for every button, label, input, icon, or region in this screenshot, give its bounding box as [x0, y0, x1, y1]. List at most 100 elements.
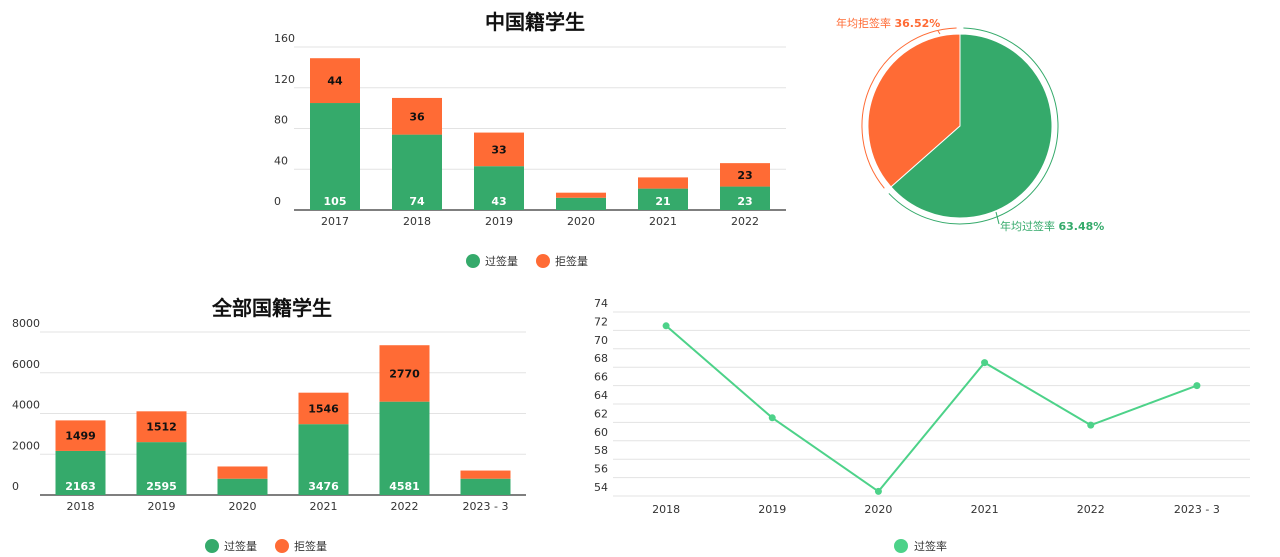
- data-label: 44: [327, 75, 343, 88]
- x-tick-label: 2020: [229, 500, 257, 513]
- bar-pass: [310, 103, 360, 210]
- data-label: 1512: [146, 421, 177, 434]
- x-tick-label: 2019: [148, 500, 176, 513]
- legend-label: 过签率: [914, 539, 947, 553]
- y-tick-label: 70: [594, 334, 608, 347]
- x-tick-label: 2018: [652, 503, 680, 516]
- pie-leader: [995, 211, 1000, 225]
- y-tick-label: 66: [594, 371, 608, 384]
- y-tick-label: 62: [594, 407, 608, 420]
- data-point: [1193, 382, 1201, 390]
- x-tick-label: 2022: [391, 500, 419, 513]
- x-tick-label: 2023 - 3: [1174, 503, 1220, 516]
- chart-title: 全部国籍学生: [211, 296, 332, 320]
- y-tick-label: 60: [594, 426, 608, 439]
- pie-slice-reject: [867, 33, 961, 188]
- bar-pass: [55, 450, 106, 495]
- legend-marker: [205, 539, 219, 553]
- x-tick-label: 2018: [67, 500, 95, 513]
- data-point: [874, 487, 882, 495]
- chart-chinese-students: 中国籍学生 0 40 80 120 160 2017 105 44 2018 74 36 2019 43 3…: [274, 10, 786, 268]
- y-tick-label: 6000: [12, 358, 40, 371]
- x-tick-label: 2017: [321, 215, 349, 228]
- y-tick-label: 40: [274, 154, 288, 167]
- bar-reject: [55, 420, 106, 451]
- bar-reject: [474, 132, 524, 167]
- bar-reject: [298, 392, 349, 425]
- data-label: 2163: [65, 480, 96, 493]
- x-tick-label: 2020: [567, 215, 595, 228]
- bar-pass: [638, 188, 688, 210]
- x-tick-label: 2022: [731, 215, 759, 228]
- x-tick-label: 2021: [971, 503, 999, 516]
- legend-label: 过签量: [224, 539, 257, 553]
- x-tick-label: 2021: [310, 500, 338, 513]
- y-tick-label: 72: [594, 315, 608, 328]
- bar-reject: [136, 411, 187, 443]
- pie-label-reject: 年均拒签率 36.52%: [836, 16, 940, 30]
- data-label: 36: [409, 110, 425, 123]
- x-tick-label: 2019: [758, 503, 786, 516]
- bar-reject: [310, 58, 360, 104]
- y-tick-label: 80: [274, 114, 288, 127]
- x-tick-label: 2020: [864, 503, 892, 516]
- bar-pass: [136, 442, 187, 495]
- legend-marker: [894, 539, 908, 553]
- legend-marker: [275, 539, 289, 553]
- bar-reject: [460, 470, 511, 479]
- bar-reject: [556, 192, 606, 198]
- bar-reject: [379, 345, 430, 402]
- y-tick-label: 0: [12, 480, 19, 493]
- chart-pass-rate-line: 54 56 58 60 62 64 66 68 70 72 74 2018 2019 2020 2021 20…: [594, 297, 1250, 553]
- y-tick-label: 160: [274, 32, 295, 45]
- y-tick-label: 8000: [12, 317, 40, 330]
- pie-bracket: [861, 27, 957, 189]
- y-tick-label: 58: [594, 444, 608, 457]
- y-tick-label: 4000: [12, 399, 40, 412]
- y-tick-label: 120: [274, 73, 295, 86]
- legend-marker: [466, 254, 480, 268]
- chart-all-students: 全部国籍学生 0 2000 4000 6000 8000 2018 2163 1499 2019 2…: [12, 296, 526, 553]
- legend-marker: [536, 254, 550, 268]
- bar-pass: [298, 424, 349, 495]
- y-tick-label: 68: [594, 352, 608, 365]
- data-point: [662, 322, 670, 330]
- pie-slice-pass: [890, 33, 1053, 219]
- legend-label: 拒签量: [294, 539, 327, 553]
- x-tick-label: 2021: [649, 215, 677, 228]
- bar-pass: [217, 478, 268, 495]
- data-label: 43: [491, 195, 506, 208]
- data-point: [981, 359, 989, 367]
- data-label: 1546: [308, 402, 339, 415]
- bar-pass: [556, 197, 606, 210]
- y-tick-label: 56: [594, 463, 608, 476]
- data-point: [768, 414, 776, 422]
- bar-pass: [379, 401, 430, 495]
- data-label: 2770: [389, 367, 420, 380]
- y-tick-label: 64: [594, 389, 608, 402]
- data-label: 3476: [308, 480, 339, 493]
- bar-pass: [474, 166, 524, 210]
- y-tick-label: 2000: [12, 439, 40, 452]
- legend-label: 过签量: [485, 254, 518, 268]
- data-label: 74: [409, 195, 425, 208]
- pie-label-pass: 年均过签率 63.48%: [1000, 219, 1104, 233]
- bar-pass: [392, 134, 442, 210]
- x-tick-label: 2018: [403, 215, 431, 228]
- data-label: 105: [324, 195, 347, 208]
- y-tick-label: 74: [594, 297, 608, 310]
- x-tick-label: 2023 - 3: [463, 500, 509, 513]
- chart-pass-rate-pie: 年均拒签率 36.52% 年均过签率 63.48%: [836, 16, 1104, 233]
- bar-reject: [217, 466, 268, 479]
- data-point: [1087, 421, 1095, 429]
- data-label: 21: [655, 195, 670, 208]
- bar-reject: [392, 97, 442, 135]
- bar-pass: [720, 186, 770, 210]
- data-label: 4581: [389, 480, 420, 493]
- bar-pass: [460, 478, 511, 495]
- bar-reject: [720, 163, 770, 187]
- pie-bracket: [888, 27, 1059, 225]
- data-label: 1499: [65, 430, 96, 443]
- pie-leader: [937, 30, 941, 35]
